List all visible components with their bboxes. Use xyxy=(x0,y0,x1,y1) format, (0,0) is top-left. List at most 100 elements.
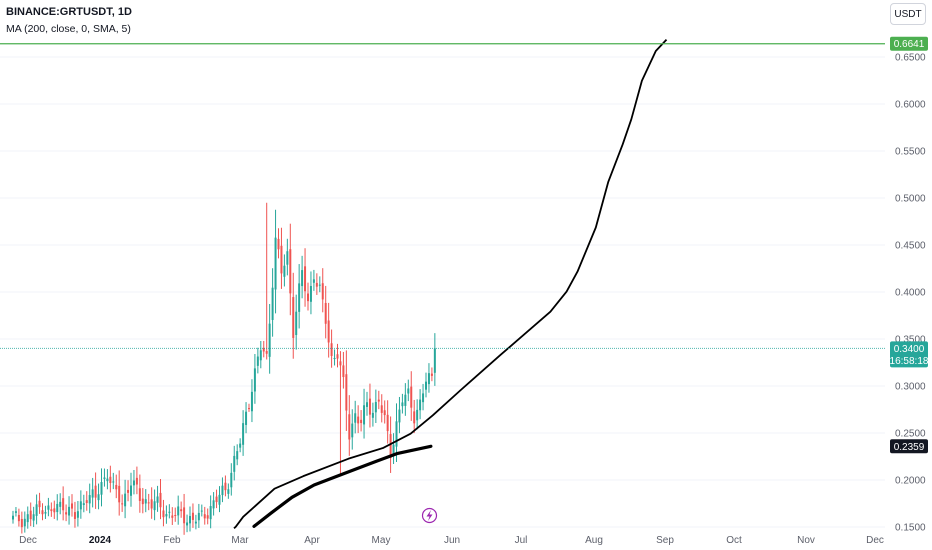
candle-body xyxy=(14,511,17,513)
candle xyxy=(422,383,425,411)
grid-lines xyxy=(0,56,885,528)
candle xyxy=(404,383,407,416)
candle xyxy=(333,349,336,366)
candle xyxy=(130,472,132,507)
candle-body xyxy=(73,512,76,519)
candle xyxy=(20,511,23,534)
candle xyxy=(209,495,212,529)
candle-body xyxy=(245,411,248,425)
level-badge-bg xyxy=(890,36,928,51)
candlestick-series xyxy=(12,202,436,535)
trend-drawings[interactable] xyxy=(233,38,668,529)
candle xyxy=(386,400,389,444)
candle-body xyxy=(383,410,386,416)
candle-body xyxy=(47,505,50,510)
candle xyxy=(262,340,265,358)
trend-curve[interactable] xyxy=(233,38,668,529)
candle xyxy=(32,506,35,527)
x-tick-label: Jun xyxy=(444,535,460,546)
support-line[interactable] xyxy=(252,444,433,528)
candle-body xyxy=(389,434,392,458)
candle xyxy=(307,282,309,311)
currency-button[interactable]: USDT xyxy=(890,3,926,25)
candle xyxy=(73,501,76,528)
price-axis[interactable]: 0.6500 0.6000 0.5500 0.5000 0.4500 0.4000 0.35… xyxy=(895,53,926,534)
candle xyxy=(377,390,380,410)
candle-body xyxy=(112,481,115,483)
candle xyxy=(79,490,82,519)
candle-body xyxy=(56,503,59,513)
candle xyxy=(91,477,94,508)
candle xyxy=(88,483,91,514)
candle-body xyxy=(286,251,289,265)
candle xyxy=(283,254,286,287)
candle xyxy=(221,477,224,503)
candle-body xyxy=(410,386,413,408)
candle xyxy=(106,469,109,490)
candle-body xyxy=(242,423,245,445)
candle xyxy=(12,510,14,524)
candle xyxy=(433,333,436,386)
candle xyxy=(56,494,59,521)
x-tick-label: Jul xyxy=(515,535,528,546)
candle-body xyxy=(156,496,159,503)
candle xyxy=(286,238,289,276)
candle-body xyxy=(342,365,345,378)
time-axis[interactable]: Dec 2024 Feb Mar Apr May Jun Jul Aug Sep Oct Nov Dec xyxy=(19,535,884,546)
candle-body xyxy=(203,514,206,519)
candle-body xyxy=(380,405,383,413)
candle-body xyxy=(298,283,301,312)
candle-body xyxy=(315,282,318,287)
candle xyxy=(289,223,292,316)
candle xyxy=(180,501,183,518)
candle-body xyxy=(268,323,271,357)
drawing-price-badge: 0.2359 xyxy=(890,439,928,454)
candle-body xyxy=(17,514,20,522)
candle xyxy=(112,472,115,490)
candle xyxy=(242,410,245,456)
candle-body xyxy=(194,521,197,524)
candle xyxy=(85,491,88,511)
candle xyxy=(200,504,203,517)
candle xyxy=(156,485,159,512)
candle-body xyxy=(94,485,97,498)
candle-body xyxy=(289,249,292,294)
candle xyxy=(309,271,312,315)
candle-body xyxy=(106,478,109,482)
candle-body xyxy=(191,512,194,520)
candle xyxy=(203,506,206,525)
alert-marker[interactable] xyxy=(421,507,438,524)
candle xyxy=(407,379,410,402)
candle-body xyxy=(280,245,283,274)
candle-body xyxy=(345,374,348,411)
lightning-icon xyxy=(426,510,433,521)
candle xyxy=(189,506,191,532)
candle xyxy=(425,372,427,398)
candle xyxy=(301,255,304,299)
candle-body xyxy=(321,283,324,300)
candle xyxy=(135,466,138,495)
symbol-title[interactable]: BINANCE:GRTUSDT, 1D xyxy=(6,6,132,18)
candle xyxy=(144,489,147,513)
candle-body xyxy=(433,348,436,373)
candle xyxy=(162,499,165,527)
indicator-legend[interactable]: MA (200, close, 0, SMA, 5) xyxy=(6,23,131,35)
candle-body xyxy=(401,402,404,407)
candle-body xyxy=(100,482,103,495)
candle xyxy=(413,399,416,434)
candle-body xyxy=(165,514,168,517)
candle-body xyxy=(103,477,106,479)
candle-body xyxy=(197,512,200,521)
candle-body xyxy=(425,381,427,390)
candle-body xyxy=(71,503,73,509)
y-tick-label: 0.1500 xyxy=(895,523,926,534)
last-price-badge-bg xyxy=(890,341,928,368)
candle xyxy=(274,209,277,314)
candle-body xyxy=(248,408,250,410)
candle xyxy=(321,268,324,313)
candle-body xyxy=(404,394,407,406)
candle-body xyxy=(386,414,389,432)
candle xyxy=(259,340,262,369)
